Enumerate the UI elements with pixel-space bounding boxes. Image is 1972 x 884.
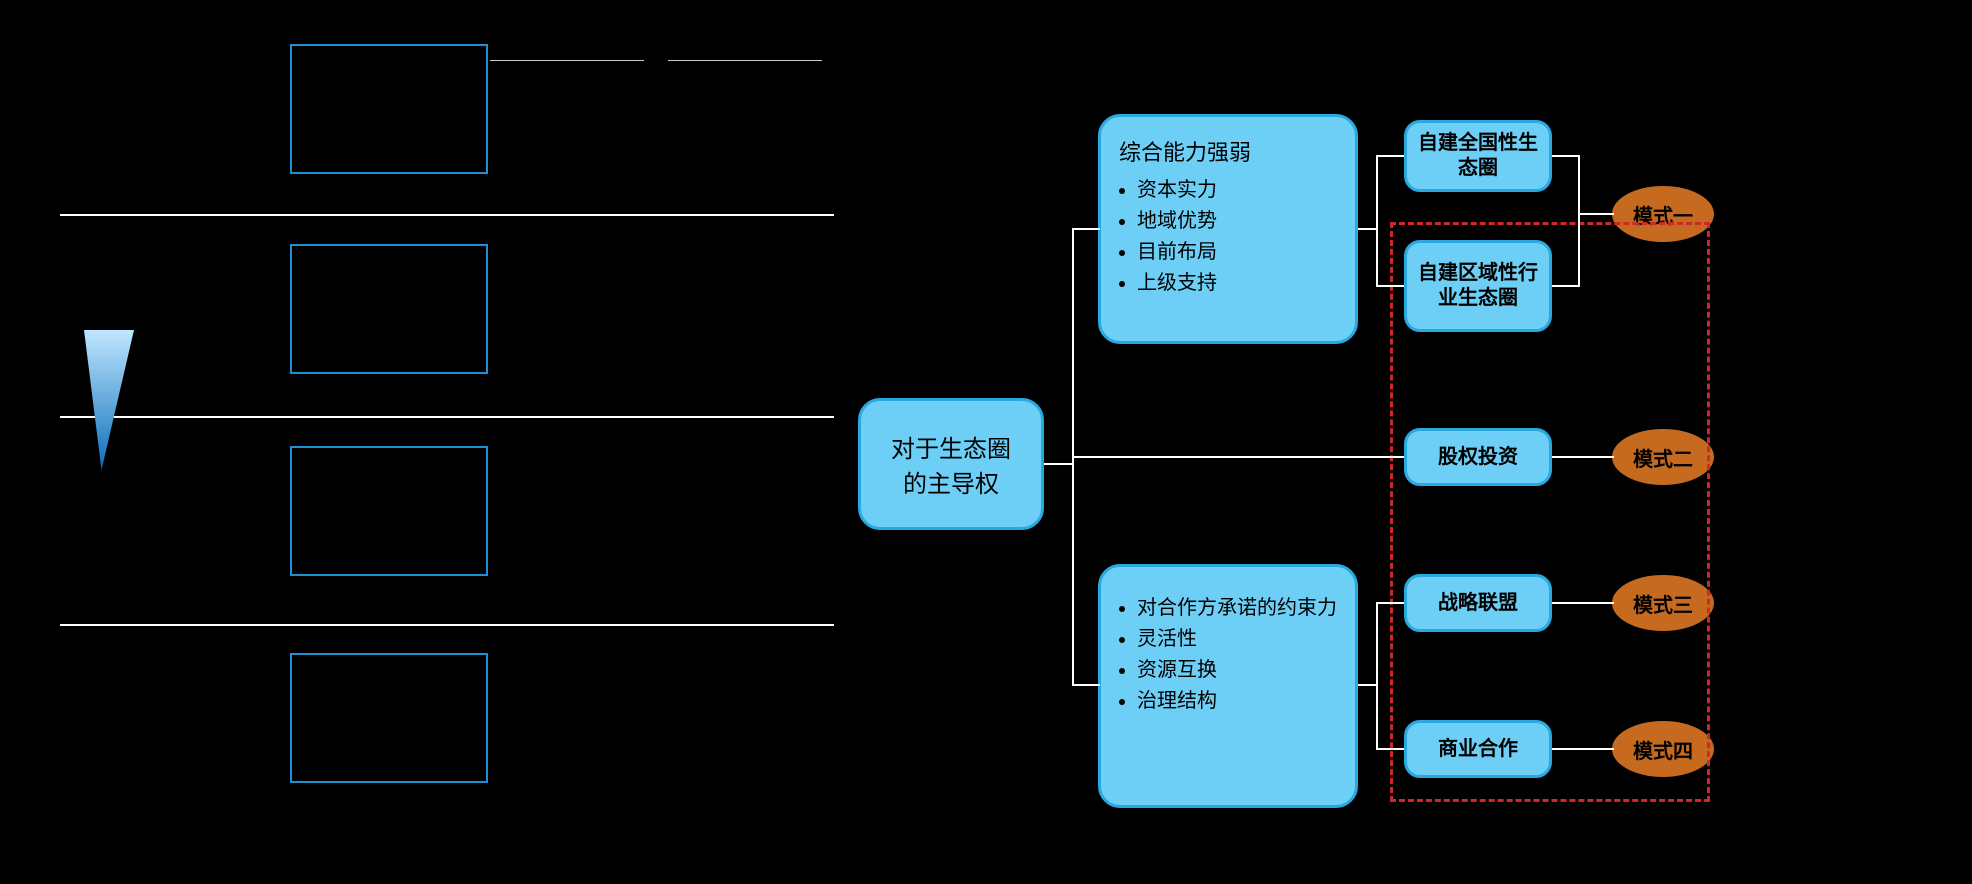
mid-lower-item: 对合作方承诺的约束力 [1137, 591, 1355, 620]
mid-upper-item: 资本实力 [1137, 173, 1355, 202]
connector-mu_to_o1 [1376, 155, 1404, 157]
left-outline-box-4 [290, 653, 488, 783]
connector-o5_to_m4 [1552, 748, 1614, 750]
divider-2 [60, 416, 834, 418]
divider-3 [60, 624, 834, 626]
mid-lower-node: 对合作方承诺的约束力灵活性资源互换治理结构 [1098, 564, 1358, 808]
output-node-1: 自建全国性生态圈 [1404, 120, 1552, 192]
connector-to_mid_upper [1072, 228, 1100, 230]
connector-o3_to_m2 [1552, 456, 1614, 458]
connector-mu_stub [1358, 228, 1378, 230]
mid-upper-heading: 综合能力强弱 [1101, 135, 1355, 167]
left-outline-box-3 [290, 446, 488, 576]
priority-wedge-icon [84, 330, 134, 475]
connector-to_o3 [1072, 456, 1404, 458]
connector-mu_to_o2 [1376, 285, 1404, 287]
connector-o4_to_m3 [1552, 602, 1614, 604]
connector-ml_to_o4 [1376, 602, 1404, 604]
mid-lower-item: 治理结构 [1137, 684, 1355, 713]
short-rule-2 [668, 60, 822, 61]
left-outline-box-2 [290, 244, 488, 374]
connector-root_stub [1044, 463, 1074, 465]
mid-upper-node: 综合能力强弱资本实力地域优势目前布局上级支持 [1098, 114, 1358, 344]
dashed-group [1390, 222, 1710, 802]
connector-to_mid_lower [1072, 684, 1100, 686]
divider-1 [60, 214, 834, 216]
mid-upper-item: 上级支持 [1137, 266, 1355, 295]
mid-lower-item: 资源互换 [1137, 653, 1355, 682]
mid-lower-item: 灵活性 [1137, 622, 1355, 651]
left-outline-box-1 [290, 44, 488, 174]
connector-mu_vert [1376, 155, 1378, 287]
root-line1: 对于生态圈 [891, 429, 1011, 464]
root-node: 对于生态圈的主导权 [858, 398, 1044, 530]
mid-upper-item: 目前布局 [1137, 235, 1355, 264]
mid-upper-list: 资本实力地域优势目前布局上级支持 [1101, 171, 1355, 297]
connector-o2_to_m1_h1 [1552, 285, 1580, 287]
connector-ml_to_o5 [1376, 748, 1404, 750]
short-rule-1 [490, 60, 644, 61]
connector-o1_to_m1_h1 [1552, 155, 1580, 157]
output-label: 自建全国性生态圈 [1413, 131, 1543, 181]
mid-upper-item: 地域优势 [1137, 204, 1355, 233]
mid-lower-list: 对合作方承诺的约束力灵活性资源互换治理结构 [1101, 589, 1355, 715]
connector-ml_vert [1376, 602, 1378, 750]
diagram-stage: 对于生态圈的主导权综合能力强弱资本实力地域优势目前布局上级支持对合作方承诺的约束… [0, 0, 1972, 884]
connector-m1_stub [1578, 213, 1614, 215]
connector-o1_o2_to_m1_v [1578, 155, 1580, 287]
connector-ml_stub [1358, 684, 1378, 686]
root-line2: 的主导权 [903, 464, 999, 499]
